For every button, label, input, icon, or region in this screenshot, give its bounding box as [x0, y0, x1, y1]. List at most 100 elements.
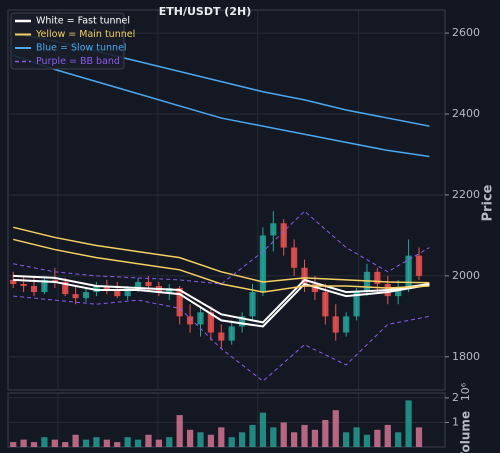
legend-label: Purple = BB band	[36, 56, 120, 67]
volume-offset-label: 10⁶	[459, 382, 472, 401]
price-panel	[7, 9, 446, 391]
candle-body	[405, 255, 412, 289]
candle-body	[228, 326, 235, 341]
y-tick-label: 1	[452, 415, 459, 428]
volume-bar	[218, 427, 225, 447]
candle-body	[51, 279, 58, 282]
volume-bar	[363, 434, 371, 447]
legend-label: Blue = Slow tunnel	[36, 43, 127, 54]
tunnel-line	[13, 278, 430, 328]
volume-bar	[280, 422, 287, 447]
volume-bar	[30, 442, 38, 447]
volume-bar	[374, 429, 381, 447]
candle-body	[103, 285, 110, 291]
y-tick-label: 1800	[452, 350, 480, 363]
tunnel-line	[12, 54, 430, 158]
candle-body	[72, 294, 79, 299]
legend: White = Fast tunnel Yellow = Main tunnel B…	[10, 12, 135, 70]
candle-body	[197, 312, 204, 325]
candle-body	[145, 281, 152, 286]
volume-bar	[311, 429, 319, 447]
candle-body	[259, 235, 267, 293]
candle-body	[395, 288, 402, 297]
candle-body	[114, 290, 121, 297]
candle-body	[134, 281, 142, 289]
volume-bar	[176, 415, 183, 447]
candle-body	[186, 316, 194, 325]
volume-bar	[72, 434, 79, 447]
candle-body	[291, 247, 298, 268]
chart-title: ETH/USDT (2H)	[159, 5, 251, 18]
volume-bar	[343, 432, 350, 447]
tunnel-line	[13, 226, 430, 284]
volume-bar	[134, 439, 142, 447]
volume-bar	[10, 442, 17, 447]
candle-body	[176, 288, 183, 317]
volume-bar	[114, 442, 121, 447]
volume-bar	[145, 434, 152, 447]
candle-body	[82, 292, 90, 299]
volume-bar	[82, 439, 90, 447]
volume-bar	[186, 429, 194, 447]
y-tick-label: 2200	[452, 188, 480, 201]
legend-label: Yellow = Main tunnel	[35, 29, 135, 40]
volume-bar	[353, 427, 360, 447]
candle-body	[353, 292, 360, 317]
candle-body	[62, 281, 69, 295]
volume-bar	[197, 432, 204, 447]
y-tick-label: 2000	[452, 269, 480, 282]
tunnel-line	[13, 274, 430, 324]
volume-bar	[301, 424, 308, 447]
volume-bar	[322, 420, 329, 447]
legend-box	[10, 12, 125, 70]
candle-body	[124, 288, 131, 297]
volume-bar	[332, 410, 339, 447]
candle-body	[30, 285, 38, 293]
volume-bar	[405, 400, 412, 447]
volume-bar	[93, 437, 100, 447]
marks	[10, 32, 430, 447]
volume-bar	[249, 424, 256, 447]
volume-bar	[155, 439, 162, 447]
tunnel-line	[13, 238, 430, 293]
volume-bar	[20, 439, 27, 447]
tunnel-line	[13, 210, 430, 285]
y-tick-label: 2600	[452, 26, 480, 39]
volume-bar	[395, 432, 402, 447]
volume-bar	[259, 412, 267, 447]
y-tick-label: 2	[452, 391, 459, 404]
axes: 1800 2000 2200 2400 2600 1 2	[445, 26, 480, 428]
volume-bar	[291, 432, 298, 447]
candle-body	[363, 271, 371, 293]
volume-bar	[103, 439, 110, 447]
candle-body	[10, 279, 17, 284]
y-axis-label: Price	[481, 184, 496, 221]
candle-body	[270, 223, 277, 236]
candle-body	[207, 312, 215, 333]
candle-body	[218, 332, 225, 341]
candle-body	[20, 283, 27, 286]
volume-bar	[228, 437, 235, 447]
candle-body	[249, 292, 256, 317]
candle-body	[41, 279, 48, 293]
candle-body	[415, 255, 423, 276]
candle-body	[280, 223, 287, 248]
volume-bar	[207, 434, 215, 447]
candle-body	[301, 267, 308, 284]
volume-bar	[270, 427, 277, 447]
tunnel-line	[13, 295, 430, 382]
volume-bar	[124, 437, 131, 447]
volume-bar	[384, 424, 391, 447]
candle-body	[332, 316, 339, 333]
candle-body	[374, 271, 381, 284]
volume-bar	[166, 437, 173, 447]
candle-body	[343, 316, 350, 333]
volume-bar	[51, 439, 58, 447]
volume-bar	[238, 432, 246, 447]
volume-bar	[41, 437, 48, 447]
candle-body	[322, 292, 329, 317]
volume-panel	[7, 392, 446, 448]
volume-bar	[415, 427, 423, 447]
